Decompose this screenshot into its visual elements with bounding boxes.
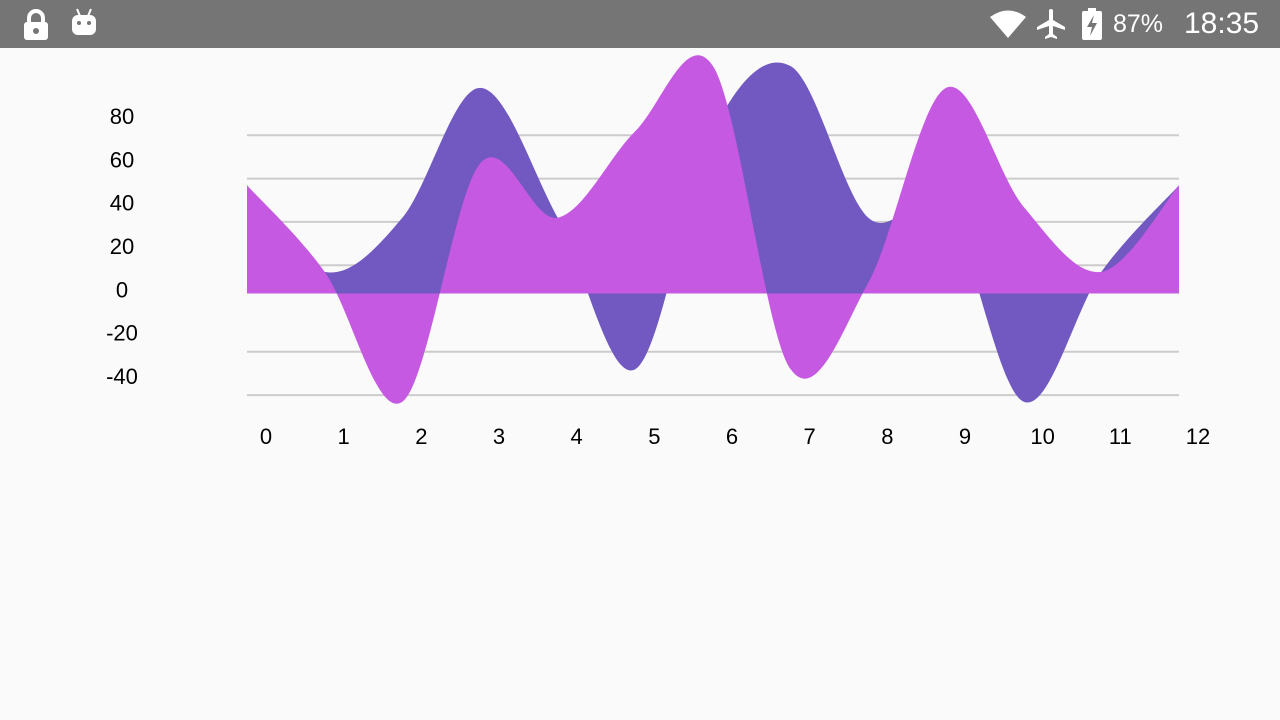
x-axis: 0 1 2 3 4 5 6 7 8 9 10 11 12: [260, 424, 1210, 449]
y-tick-label: 80: [110, 104, 134, 129]
chart-area: 80 60 40 20 0 -20 -40 0 1 2 3 4 5 6 7 8 9 10 11 12: [0, 48, 1280, 720]
airplane-mode-icon: [1037, 9, 1065, 39]
y-tick-label: 60: [110, 147, 134, 172]
series-area-2: [247, 55, 1179, 404]
x-tick-label: 6: [726, 424, 738, 449]
x-tick-label: 4: [571, 424, 583, 449]
battery-charging-icon: [1082, 8, 1102, 40]
y-axis: 80 60 40 20 0 -20 -40: [106, 104, 138, 389]
x-tick-label: 12: [1186, 424, 1210, 449]
x-tick-label: 0: [260, 424, 272, 449]
clock: 18:35: [1184, 7, 1260, 40]
wifi-icon: [990, 10, 1026, 38]
x-tick-label: 11: [1109, 424, 1132, 449]
y-tick-label: -20: [106, 321, 138, 346]
battery-percent: 87%: [1113, 10, 1164, 38]
x-tick-label: 10: [1030, 424, 1054, 449]
x-tick-label: 1: [338, 424, 350, 449]
y-tick-label: 20: [110, 234, 134, 259]
android-debug-icon: [72, 8, 96, 35]
y-tick-label: -40: [106, 364, 138, 389]
y-tick-label: 40: [110, 191, 134, 216]
x-tick-label: 5: [648, 424, 660, 449]
x-tick-label: 3: [493, 424, 505, 449]
lock-icon: [24, 9, 48, 40]
x-tick-label: 2: [415, 424, 427, 449]
x-tick-label: 8: [881, 424, 893, 449]
x-tick-label: 7: [804, 424, 816, 449]
status-bar: 87% 18:35: [0, 0, 1280, 48]
series-areas: [247, 55, 1179, 404]
x-tick-label: 9: [959, 424, 971, 449]
y-tick-label: 0: [116, 277, 128, 302]
